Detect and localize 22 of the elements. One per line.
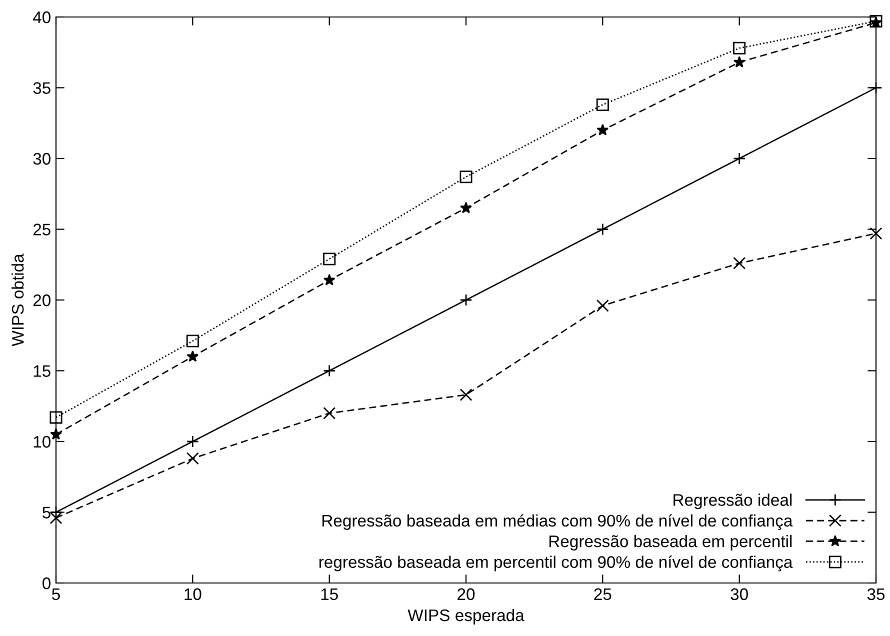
x-tick-label: 35 (867, 588, 885, 600)
legend-label: Regressão baseada em médias com 90% de nível de confiança (322, 514, 793, 530)
x-axis-title: WIPS esperada (408, 608, 524, 624)
legend-label: Regressão baseada em percentil (549, 534, 792, 551)
y-tick-label: 5 (42, 506, 50, 518)
x-tick-label: 25 (594, 588, 612, 600)
y-tick-label: 40 (32, 11, 50, 24)
y-tick-label: 0 (42, 577, 50, 590)
y-tick-label: 35 (33, 82, 50, 94)
y-tick-label: 25 (33, 224, 50, 236)
x-tick-label: 30 (730, 588, 748, 600)
x-tick-label: 15 (321, 588, 338, 600)
y-tick-label: 15 (34, 365, 50, 377)
x-tick-label: 20 (458, 588, 475, 600)
y-tick-label: 10 (34, 436, 50, 448)
y-axis-title: WIPS obtida (12, 254, 24, 346)
x-tick-label: 10 (184, 588, 202, 600)
legend-label: Regressão ideal (674, 494, 792, 510)
y-tick-label: 30 (33, 152, 50, 165)
y-tick-label: 20 (33, 294, 50, 306)
legend-label: regressão baseada em percentil com 90% de nível de confiança (319, 556, 793, 572)
x-tick-label: 5 (52, 588, 60, 600)
